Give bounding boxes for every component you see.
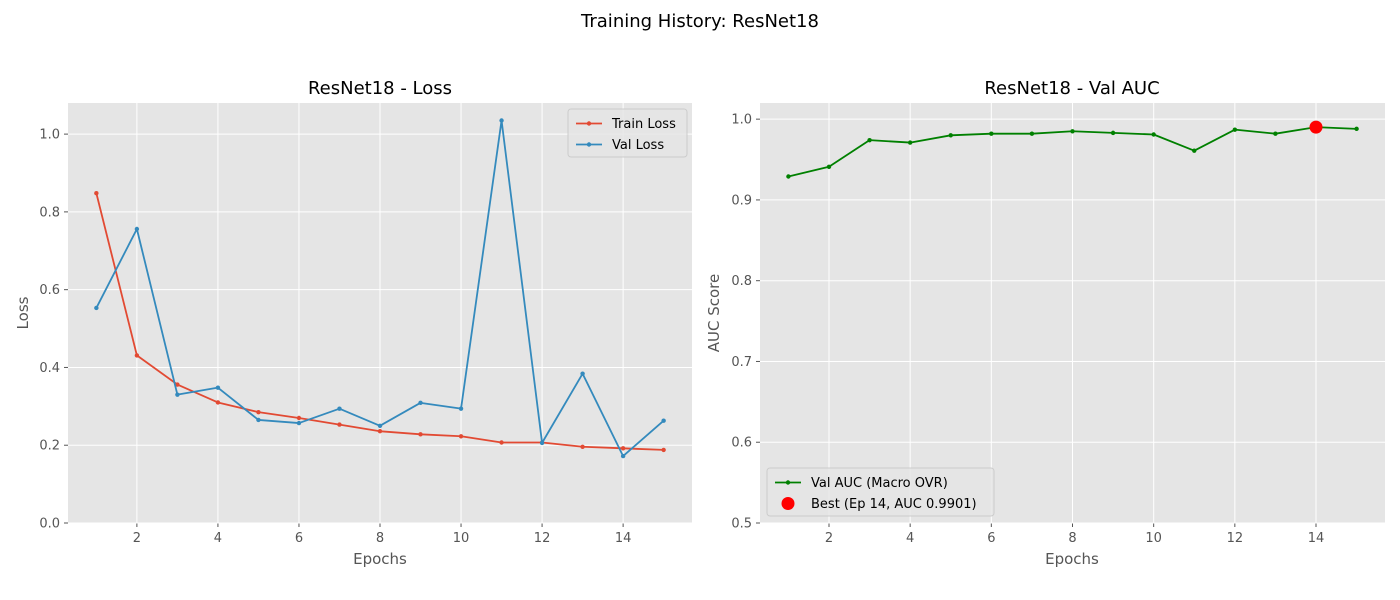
loss-data-point (580, 444, 585, 449)
auc-data-point (907, 140, 913, 145)
loss-legend-label: Train Loss (611, 117, 676, 132)
loss-data-point (418, 400, 423, 406)
loss-data-point (539, 440, 545, 446)
auc-data-point (1273, 131, 1278, 136)
loss-data-point (296, 415, 302, 421)
auc-legend-label: Best (Ep 14, AUC 0.9901) (811, 497, 977, 512)
auc-data-point (826, 164, 832, 170)
auc-y-tick-label: 0.8 (731, 274, 752, 289)
loss-data-point (418, 432, 423, 437)
loss-data-point (458, 434, 464, 439)
auc-data-point (1192, 148, 1197, 153)
loss-data-point (499, 440, 504, 445)
auc-x-tick-label: 8 (1068, 531, 1076, 546)
auc-legend-marker (785, 480, 791, 485)
auc-data-point (1029, 131, 1035, 136)
auc-legend-label: Val AUC (Macro OVR) (811, 476, 948, 491)
loss-y-tick-label: 0.2 (39, 439, 60, 454)
loss-legend-marker (586, 142, 592, 147)
auc-chart: ResNet18 - Val AUC Epochs AUC Score 2 4 6 8… (705, 78, 1385, 568)
loss-x-tick-label: 14 (615, 531, 632, 546)
loss-data-point (215, 400, 221, 405)
auc-y-tick-label: 0.6 (731, 436, 752, 451)
auc-data-point (1354, 126, 1359, 132)
loss-data-point (256, 417, 261, 423)
loss-chart-ylabel: Loss (14, 296, 32, 329)
loss-data-point (215, 385, 221, 390)
auc-y-tick-label: 0.9 (731, 193, 752, 208)
auc-data-point (867, 137, 872, 143)
loss-y-tick-label: 1.0 (39, 128, 60, 143)
loss-x-tick-label: 6 (295, 531, 303, 546)
loss-data-point (580, 371, 585, 376)
loss-legend-label: Val Loss (612, 138, 664, 153)
loss-data-point (256, 409, 261, 415)
auc-x-tick-label: 10 (1145, 531, 1162, 546)
loss-y-tick-label: 0.0 (39, 517, 60, 532)
loss-y-tick-label: 0.4 (39, 361, 60, 376)
loss-x-tick-label: 2 (133, 531, 141, 546)
loss-data-point (337, 406, 342, 411)
auc-chart-ylabel: AUC Score (705, 274, 723, 353)
loss-y-tick-label: 0.6 (39, 283, 60, 298)
loss-data-point (134, 353, 140, 358)
loss-data-point (377, 423, 383, 428)
loss-y-tick-label: 0.8 (39, 205, 60, 220)
loss-data-point (94, 191, 99, 196)
loss-x-tick-label: 4 (214, 531, 222, 546)
loss-data-point (499, 118, 504, 123)
auc-x-tick-label: 2 (825, 531, 833, 546)
loss-data-point (296, 420, 302, 426)
loss-data-point (175, 392, 180, 397)
figure-suptitle: Training History: ResNet18 (580, 11, 819, 32)
auc-y-tick-label: 0.7 (731, 355, 752, 370)
best-auc-point (1309, 120, 1323, 134)
loss-data-point (94, 305, 99, 311)
auc-data-point (1232, 127, 1238, 132)
auc-data-point (1110, 130, 1116, 136)
auc-x-tick-label: 4 (906, 531, 914, 546)
auc-y-tick-label: 1.0 (731, 113, 752, 128)
loss-x-tick-label: 12 (534, 531, 551, 546)
auc-legend (766, 467, 995, 517)
auc-x-tick-label: 14 (1308, 531, 1325, 546)
auc-data-point (1070, 129, 1075, 134)
loss-data-point (458, 406, 464, 411)
auc-y-tick-label: 0.5 (731, 517, 752, 532)
auc-x-tick-label: 6 (987, 531, 995, 546)
auc-data-point (786, 174, 791, 179)
loss-chart-title: ResNet18 - Loss (308, 78, 452, 99)
loss-data-point (175, 382, 180, 387)
loss-data-point (134, 226, 140, 232)
loss-data-point (661, 447, 666, 453)
auc-data-point (989, 131, 994, 136)
auc-x-tick-label: 12 (1227, 531, 1244, 546)
loss-data-point (337, 422, 342, 427)
loss-data-point (661, 418, 666, 423)
auc-data-point (1151, 132, 1156, 137)
loss-data-point (377, 429, 383, 434)
loss-data-point (620, 446, 626, 451)
loss-chart: ResNet18 - Loss Epochs Loss 2 4 6 8 10 12 14 0.… (14, 78, 692, 568)
auc-chart-xlabel: Epochs (1045, 550, 1099, 568)
auc-data-point (948, 133, 953, 138)
auc-chart-title: ResNet18 - Val AUC (984, 78, 1159, 99)
loss-x-tick-label: 10 (453, 531, 470, 546)
loss-x-tick-label: 8 (376, 531, 384, 546)
loss-chart-xlabel: Epochs (353, 550, 407, 568)
loss-data-point (620, 453, 626, 459)
auc-legend-marker (781, 497, 795, 510)
loss-legend-marker (586, 121, 592, 126)
